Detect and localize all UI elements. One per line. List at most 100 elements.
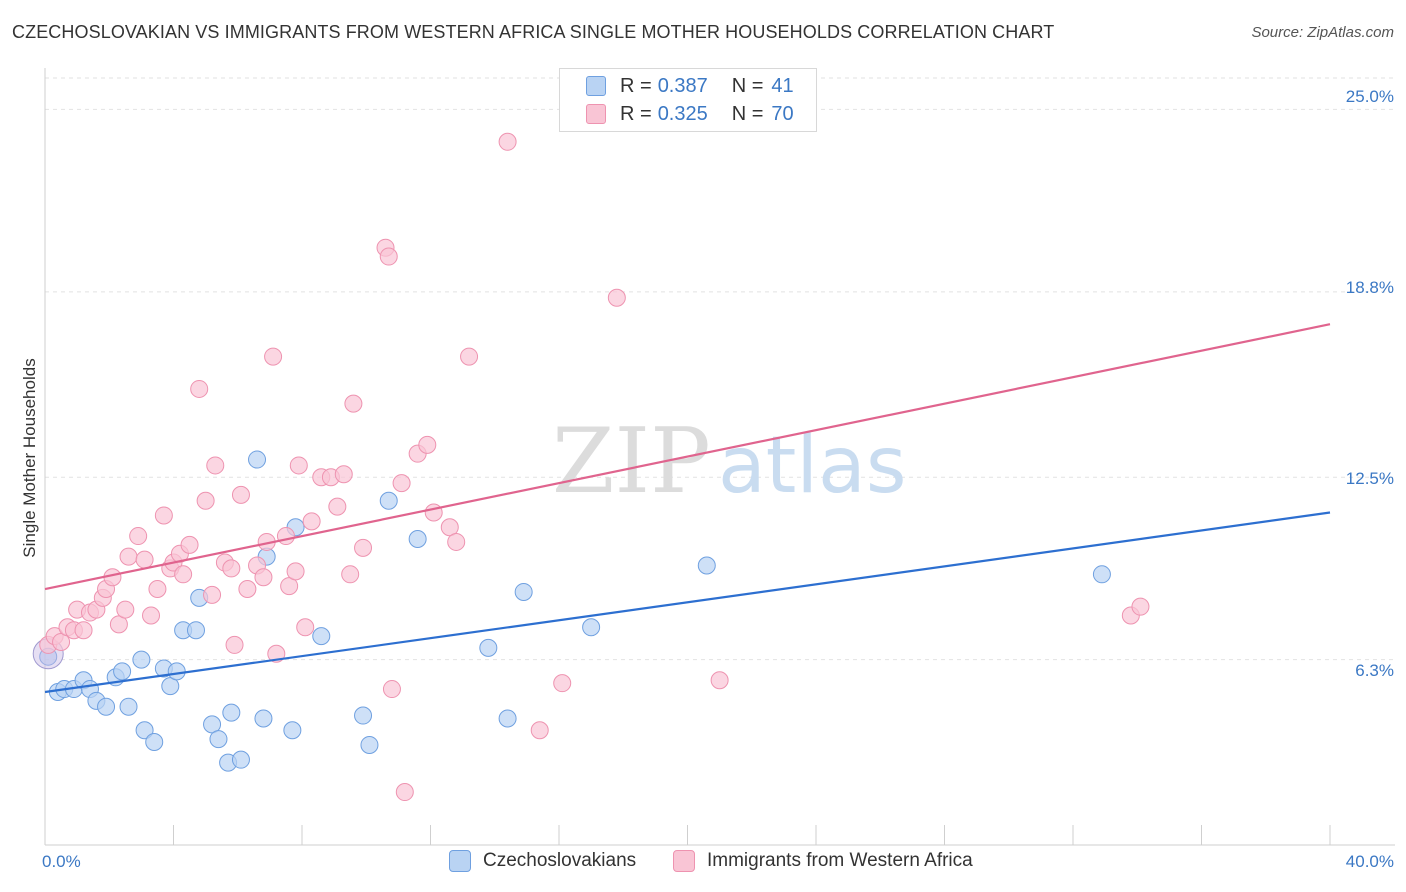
stats-legend: R = 0.387 N = 41 R = 0.325 N = 70 <box>559 68 817 132</box>
data-point <box>264 347 283 366</box>
data-point <box>697 556 716 575</box>
data-point <box>382 680 401 699</box>
data-point <box>186 621 205 640</box>
chart-title: CZECHOSLOVAKIAN VS IMMIGRANTS FROM WESTE… <box>12 22 1055 42</box>
data-point <box>135 721 154 740</box>
y-tick-label: 12.5% <box>1345 469 1394 488</box>
legend-r-label: R = <box>620 102 652 125</box>
data-point <box>119 697 138 716</box>
data-point <box>447 532 466 551</box>
data-point <box>286 562 305 581</box>
x-tick-label-max: 40.0% <box>1345 852 1394 871</box>
data-point <box>395 783 414 802</box>
data-point <box>145 733 164 752</box>
data-point <box>203 585 222 604</box>
data-point <box>379 247 398 266</box>
data-point <box>174 565 193 584</box>
data-point <box>135 550 154 569</box>
data-point <box>530 721 549 740</box>
data-point <box>116 600 135 619</box>
legend-row-czechoslovakians: R = 0.387 N = 41 <box>586 73 794 99</box>
data-point <box>283 721 302 740</box>
data-point <box>248 450 267 469</box>
x-tick-label-min: 0.0% <box>42 852 81 871</box>
data-point <box>225 635 244 654</box>
data-point <box>354 706 373 725</box>
data-point <box>312 627 331 646</box>
legend-swatch-pink <box>586 104 606 124</box>
y-tick-label: 6.3% <box>1355 661 1394 680</box>
y-tick-label: 25.0% <box>1345 87 1394 106</box>
data-point <box>180 535 199 554</box>
data-point <box>132 650 151 669</box>
data-point <box>142 606 161 625</box>
y-tick-label: 18.8% <box>1345 278 1394 297</box>
axes <box>44 68 1395 846</box>
data-point <box>710 671 729 690</box>
bottom-legend-label: Immigrants from Western Africa <box>707 850 973 871</box>
data-point <box>154 506 173 525</box>
data-point <box>148 580 167 599</box>
data-point <box>129 527 148 546</box>
bottom-legend-swatch-pink <box>673 850 695 872</box>
data-point <box>296 618 315 637</box>
legend-r-value: 0.325 <box>657 102 708 125</box>
data-point <box>231 750 250 769</box>
legend-r-label: R = <box>620 74 652 97</box>
data-point <box>222 559 241 578</box>
legend-n-label: N = <box>731 102 764 125</box>
data-point <box>206 456 225 475</box>
legend-n-value: 70 <box>771 102 794 125</box>
data-point <box>392 474 411 493</box>
data-point <box>479 638 498 657</box>
data-point <box>418 435 437 454</box>
data-point <box>607 288 626 307</box>
data-point <box>74 621 93 640</box>
data-point <box>582 618 601 637</box>
data-point <box>354 538 373 557</box>
data-point <box>408 530 427 548</box>
data-point <box>553 674 572 693</box>
data-point <box>302 512 321 531</box>
trend-line-western-africa <box>44 323 1331 591</box>
legend-n-label: N = <box>731 74 764 97</box>
data-point <box>341 565 360 584</box>
data-point <box>334 465 353 484</box>
bottom-legend-swatch-blue <box>449 850 471 872</box>
data-point <box>97 697 116 716</box>
data-point <box>460 347 479 366</box>
data-point <box>276 527 295 546</box>
data-point <box>254 709 273 728</box>
data-point <box>289 456 308 475</box>
data-point <box>514 582 533 601</box>
source-label: Source: ZipAtlas.com <box>1251 24 1394 41</box>
bottom-legend-label: Czechoslovakians <box>483 850 637 871</box>
data-point <box>167 662 186 681</box>
data-point <box>119 547 138 566</box>
data-point <box>1131 597 1150 616</box>
data-point <box>190 379 209 398</box>
data-point <box>113 662 132 681</box>
trend-line-czechoslovakians <box>44 511 1331 694</box>
legend-row-western-africa: R = 0.325 N = 70 <box>586 101 794 127</box>
series-immigrants-western-africa <box>39 132 1150 802</box>
grid-lines <box>45 77 1395 661</box>
data-point <box>379 491 398 510</box>
watermark-atlas: atlas <box>718 421 907 511</box>
data-point <box>1092 565 1111 584</box>
legend-swatch-blue <box>586 76 606 96</box>
bottom-legend-western-africa: Immigrants from Western Africa <box>673 850 973 872</box>
data-point <box>238 580 257 599</box>
data-point <box>498 132 517 151</box>
data-point <box>498 709 517 728</box>
bottom-legend-czechoslovakians: Czechoslovakians <box>449 850 636 872</box>
watermark: ZIP atlas <box>552 409 907 514</box>
legend-r-value: 0.387 <box>657 74 708 97</box>
watermark-zip: ZIP <box>552 409 711 514</box>
data-point <box>231 485 250 504</box>
data-point <box>344 394 363 413</box>
data-point <box>328 497 347 516</box>
legend-n-value: 41 <box>771 74 794 97</box>
data-point <box>222 703 241 722</box>
